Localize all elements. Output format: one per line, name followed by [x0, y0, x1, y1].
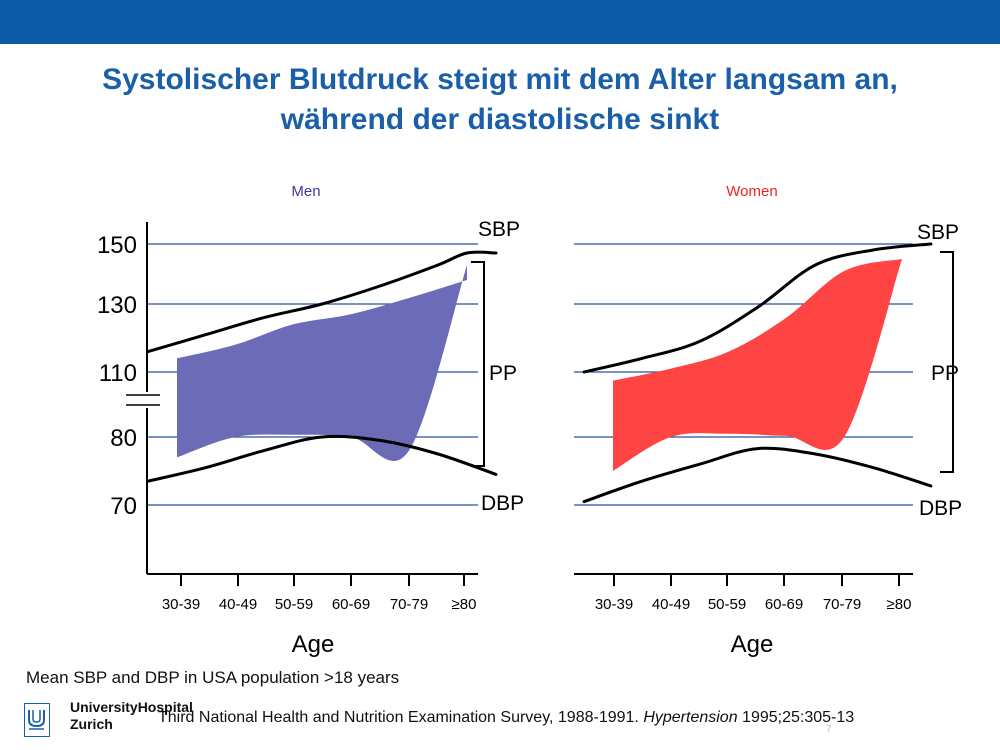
men-x-tick-label: 60-69: [332, 596, 370, 613]
institution-line-1: UniversityHospital: [70, 699, 193, 715]
institution-line-2: Zurich: [70, 716, 113, 732]
men-x-tick-label: 40-49: [219, 596, 257, 613]
women-sbp-line: [582, 242, 933, 374]
blood-pressure-charts: Men 150 130 110 80 70 30-39 40-49 50-59 60-69 70-7…: [97, 183, 962, 658]
women-sbp-label: SBP: [917, 221, 959, 244]
top-banner: [0, 0, 1000, 44]
men-y-tick-label-150: 150: [97, 232, 137, 259]
title-line-1: Systolischer Blutdruck steigt mit dem Al…: [102, 63, 898, 96]
women-x-tick-label: 30-39: [595, 596, 633, 613]
page-number: 7: [826, 724, 832, 735]
men-x-tick-label: 30-39: [162, 596, 200, 613]
men-y-tick-label-80: 80: [110, 425, 137, 452]
men-pp-bracket: [471, 261, 485, 467]
source-prefix: Third National Health and Nutrition Exam…: [158, 709, 644, 726]
title-line-2: während der diastolische sinkt: [280, 103, 720, 136]
men-dbp-line: [146, 434, 498, 483]
men-x-tick-label: 50-59: [275, 596, 313, 613]
footnote: Mean SBP and DBP in USA population >18 y…: [26, 668, 400, 687]
source-journal: Hypertension: [643, 709, 738, 726]
institution-name: UniversityHospital Zurich: [70, 699, 193, 733]
men-sbp-line: [146, 250, 498, 354]
source-citation: Third National Health and Nutrition Exam…: [158, 709, 854, 727]
women-pp-bracket: [940, 251, 954, 473]
men-x-tick-label: ≥80: [452, 596, 477, 613]
men-x-tick-label: 70-79: [390, 596, 428, 613]
slide-title: Systolischer Blutdruck steigt mit dem Al…: [0, 60, 1000, 140]
men-x-axis-label: Age: [292, 631, 335, 658]
men-panel-title: Men: [291, 183, 320, 200]
men-pulse-pressure-area: [177, 265, 467, 461]
men-pp-label: PP: [489, 362, 517, 385]
women-pulse-pressure-area: [613, 259, 902, 471]
women-pp-label: PP: [931, 362, 959, 385]
men-y-tick-label-110: 110: [99, 360, 137, 387]
women-dbp-line: [582, 446, 933, 504]
women-panel-title: Women: [726, 183, 777, 200]
men-y-tick-label-70: 70: [110, 493, 137, 520]
women-x-tick-label: 60-69: [765, 596, 803, 613]
men-dbp-label: DBP: [481, 492, 524, 515]
women-dbp-label: DBP: [919, 497, 962, 520]
source-suffix: 1995;25:305-13: [737, 709, 855, 726]
women-x-tick-label: ≥80: [887, 596, 912, 613]
women-x-tick-label: 50-59: [708, 596, 746, 613]
men-y-tick-label-130: 130: [97, 292, 137, 319]
women-x-tick-label: 40-49: [652, 596, 690, 613]
women-x-tick-label: 70-79: [823, 596, 861, 613]
university-logo-icon: [24, 703, 50, 737]
women-x-axis-label: Age: [731, 631, 774, 658]
men-sbp-label: SBP: [478, 218, 520, 241]
